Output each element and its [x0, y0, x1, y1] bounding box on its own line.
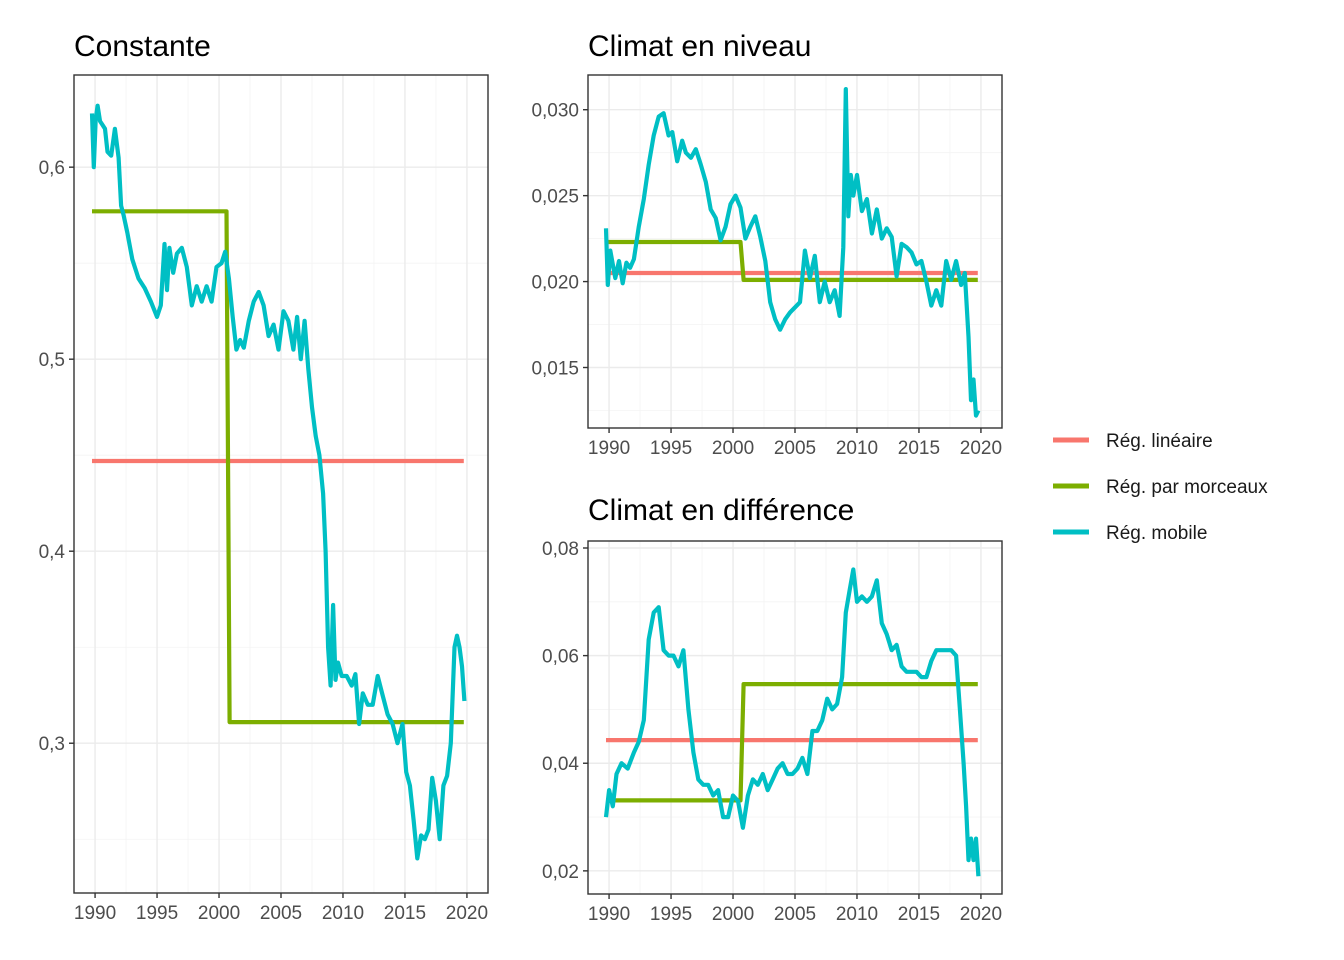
series-line-reg-par-morceaux — [92, 209, 464, 725]
legend: Rég. linéaire Rég. par morceaux Rég. mobil… — [1053, 431, 1268, 544]
legend-label: Rég. mobile — [1106, 523, 1207, 544]
panel-title: Climat en niveau — [588, 30, 811, 63]
x-tick-label: 1995 — [650, 904, 692, 925]
y-tick-label: 0,04 — [542, 754, 579, 775]
x-tick-label: 1990 — [588, 904, 630, 925]
y-tick-label: 0,08 — [542, 539, 579, 560]
x-tick-label: 2000 — [712, 438, 754, 459]
y-tick-label: 0,4 — [39, 542, 66, 563]
y-tick-label: 0,020 — [531, 273, 579, 294]
x-tick-label: 2000 — [712, 904, 754, 925]
x-tick-label: 2005 — [260, 903, 302, 924]
series-line-reg-mobile — [603, 87, 981, 418]
series-line-reg-mobile — [89, 103, 467, 861]
legend-label: Rég. par morceaux — [1106, 477, 1268, 498]
x-tick-label: 2015 — [384, 903, 426, 924]
x-tick-label: 1990 — [588, 438, 630, 459]
panel-constante: Constante 1990 1995 2000 2005 2010 2015 2020 0,3… — [39, 30, 489, 924]
panel-title: Climat en différence — [588, 494, 854, 527]
series-line-reg-par-morceaux — [606, 239, 978, 282]
x-tick-label: 2015 — [898, 438, 940, 459]
y-tick-label: 0,5 — [39, 350, 65, 371]
panel-title: Constante — [74, 30, 211, 63]
y-tick-label: 0,6 — [39, 158, 65, 179]
x-tick-label: 2005 — [774, 438, 816, 459]
legend-label: Rég. linéaire — [1106, 431, 1213, 452]
x-tick-label: 2000 — [198, 903, 240, 924]
x-tick-label: 2010 — [322, 903, 364, 924]
series-line-reg-par-morceaux — [606, 682, 978, 803]
x-tick-label: 2015 — [898, 904, 940, 925]
y-tick-label: 0,025 — [531, 187, 579, 208]
x-tick-label: 2020 — [960, 904, 1002, 925]
x-tick-label: 1995 — [650, 438, 692, 459]
series-line-reg-mobile — [603, 567, 981, 877]
x-tick-label: 2005 — [774, 904, 816, 925]
x-tick-label: 1990 — [74, 903, 116, 924]
x-tick-label: 2020 — [446, 903, 488, 924]
y-tick-label: 0,02 — [542, 862, 579, 883]
x-tick-label: 2010 — [836, 438, 878, 459]
panel-climat-en-niveau: Climat en niveau 1990 1995 2000 2005 2010 2015… — [531, 30, 1003, 459]
y-tick-label: 0,030 — [531, 101, 579, 122]
y-tick-label: 0,06 — [542, 647, 579, 668]
x-tick-label: 2020 — [960, 438, 1002, 459]
y-tick-label: 0,3 — [39, 734, 65, 755]
x-tick-label: 2010 — [836, 904, 878, 925]
panel-climat-en-difference: Climat en différence 1990 1995 2000 2005 2010… — [542, 494, 1003, 925]
y-tick-label: 0,015 — [531, 359, 579, 380]
x-tick-label: 1995 — [136, 903, 178, 924]
